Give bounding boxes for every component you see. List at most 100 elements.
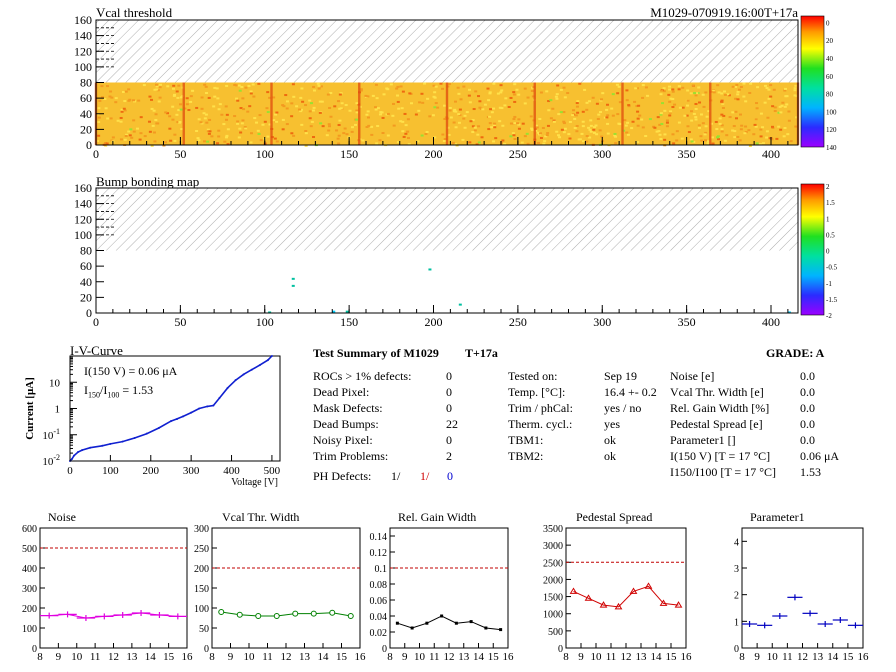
summary-value: 0.0 <box>800 433 815 447</box>
map-cell <box>312 85 316 88</box>
map-cell <box>589 119 593 122</box>
summary-row: Mask Defects: 0 <box>313 400 463 416</box>
map-cell <box>683 114 687 117</box>
summary-title: Test Summary of M1029 <box>313 346 439 360</box>
map-cell <box>588 136 592 139</box>
map-cell <box>150 144 154 147</box>
map1-title: Vcal threshold <box>96 5 173 20</box>
map-cell <box>139 116 143 119</box>
map-cell <box>432 95 436 98</box>
map-cell <box>154 118 158 121</box>
map-cell <box>665 125 669 128</box>
data-point <box>454 621 458 625</box>
iv-point <box>206 405 209 408</box>
map-cell <box>768 137 772 140</box>
map-cell <box>503 142 507 145</box>
map-cell <box>473 126 477 129</box>
map-cell <box>603 116 607 119</box>
map-cell <box>317 87 321 90</box>
summary-key: Trim / phCal: <box>508 401 573 415</box>
summary-value: 0 <box>446 385 452 399</box>
map-cell <box>127 88 131 91</box>
map-cell <box>462 117 466 120</box>
map-cell <box>711 89 715 92</box>
map-cell <box>537 141 541 144</box>
y-tick-label: 3500 <box>543 524 563 535</box>
map-cell <box>223 140 227 143</box>
map-cell <box>395 87 399 90</box>
map-cell <box>98 99 102 102</box>
summary-row: Vcal Thr. Width [e] 0.0 <box>670 384 850 400</box>
map-cell <box>259 139 263 142</box>
map-cell <box>462 85 466 88</box>
map-cell <box>180 128 184 131</box>
map-cell <box>785 95 789 98</box>
x-tick-label: 11 <box>782 651 793 663</box>
x-tick-label: 50 <box>174 315 186 329</box>
map-cell <box>601 92 605 95</box>
map-cell <box>614 142 618 145</box>
summary-key: Dead Pixel: <box>313 385 370 399</box>
data-point <box>599 601 608 608</box>
map-cell <box>694 102 698 105</box>
map-cell <box>340 102 344 105</box>
map-cell <box>344 104 348 107</box>
map-cell <box>326 93 330 96</box>
y-tick-label: 0 <box>86 306 92 320</box>
map-cell <box>523 102 527 105</box>
y-tick-label: 140 <box>74 197 92 211</box>
map-cell <box>386 134 390 137</box>
map-cell <box>547 109 551 112</box>
map-cell <box>481 108 485 111</box>
map-cell <box>480 136 484 139</box>
map-cell <box>151 124 155 127</box>
map-cell <box>376 107 380 110</box>
map-cell <box>734 110 738 113</box>
map-cell <box>567 133 571 136</box>
map-cell <box>425 130 429 133</box>
y-tick-label: 140 <box>74 29 92 43</box>
map-cell <box>328 106 332 109</box>
data-point <box>469 620 473 624</box>
map-cell <box>705 115 709 118</box>
map-cell <box>689 138 693 141</box>
map-cell <box>249 141 253 144</box>
map-cell <box>138 138 142 141</box>
y-tick-label: 100 <box>74 60 92 74</box>
map-cell <box>513 100 517 103</box>
map-cell <box>572 109 576 112</box>
map-cell <box>754 118 758 121</box>
map-cell <box>320 100 324 103</box>
map-cell <box>501 124 505 127</box>
map-cell <box>595 102 599 105</box>
map-cell <box>630 127 634 130</box>
map-cell <box>690 119 694 122</box>
map-cell <box>225 118 229 121</box>
map-cell <box>132 130 136 133</box>
map-cell <box>765 136 769 139</box>
map-cell <box>319 122 323 125</box>
map-cell <box>521 122 525 125</box>
plot-title: Pedestal Spread <box>576 510 652 524</box>
data-point <box>395 621 399 625</box>
summary-value: ok <box>604 433 616 447</box>
map-cell <box>509 122 513 125</box>
colorbar-label: 100 <box>826 108 837 116</box>
map-cell <box>779 128 783 131</box>
colorbar-label: 0 <box>826 248 830 256</box>
map-cell <box>104 107 108 110</box>
map-cell <box>723 93 727 96</box>
map-cell <box>467 94 471 97</box>
map-cell <box>748 91 752 94</box>
map-cell <box>585 108 589 111</box>
map-cell <box>733 136 737 139</box>
map-cell <box>780 104 784 107</box>
summary-value: 22 <box>446 417 458 431</box>
map-cell <box>512 134 516 137</box>
map-cell <box>477 125 481 128</box>
summary-row: I(150 V) [T = 17 °C] 0.06 μA <box>670 448 850 464</box>
summary-value: 16.4 +- 0.2 <box>604 385 657 399</box>
x-tick-label: 11 <box>262 651 273 663</box>
data-point <box>236 611 243 618</box>
map-cell <box>512 118 516 121</box>
